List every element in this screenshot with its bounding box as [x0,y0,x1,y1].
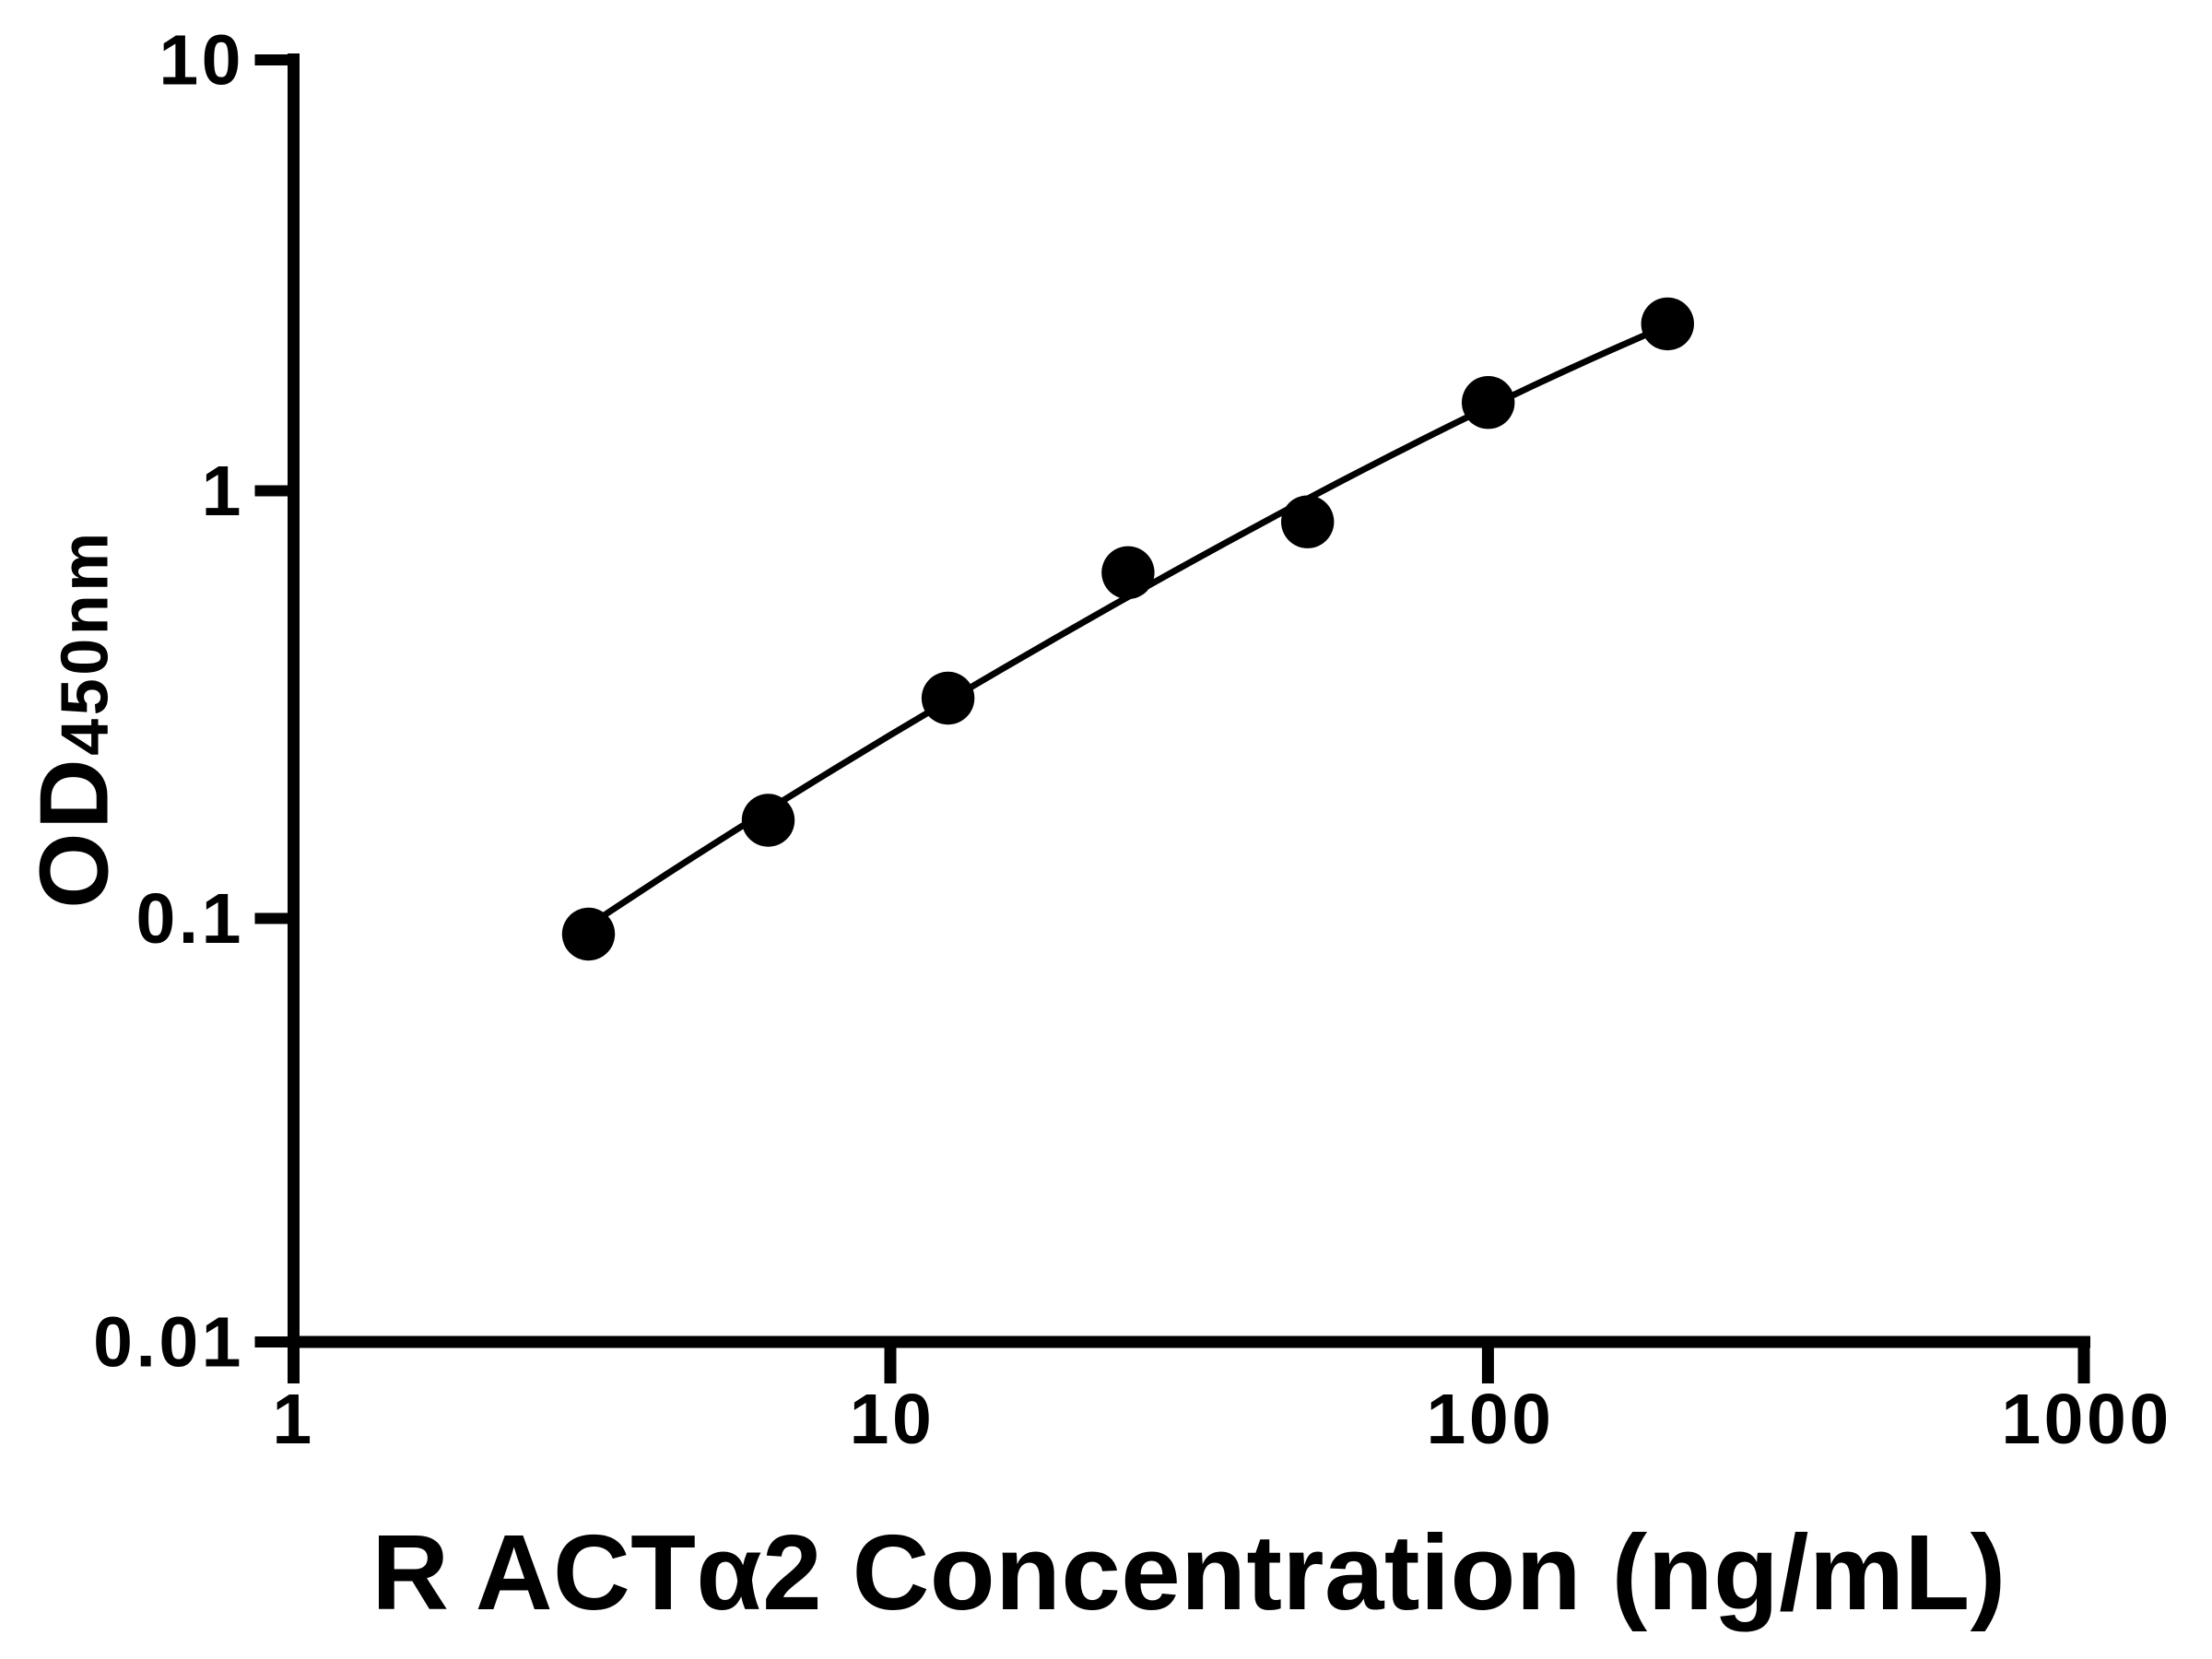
svg-text:10: 10 [159,21,244,100]
svg-text:0.1: 0.1 [135,879,244,959]
svg-text:1: 1 [202,452,244,531]
svg-text:1000: 1000 [2001,1380,2171,1459]
svg-text:1: 1 [272,1380,314,1459]
svg-text:10: 10 [850,1380,935,1459]
svg-text:R ACTα2 Concentration (ng/mL): R ACTα2 Concentration (ng/mL) [371,1512,2006,1632]
svg-text:0.01: 0.01 [93,1303,244,1382]
svg-text:100: 100 [1427,1380,1555,1459]
